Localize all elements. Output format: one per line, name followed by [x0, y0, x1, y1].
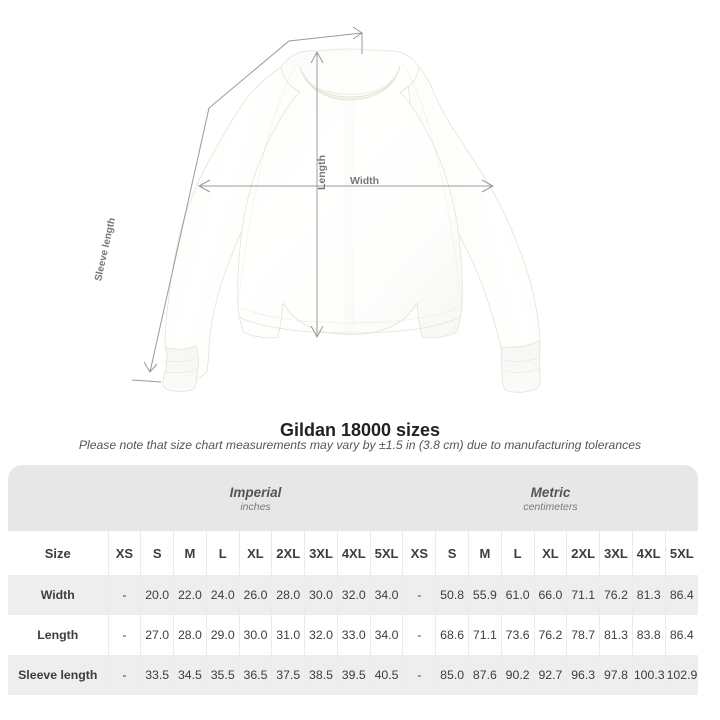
svg-text:Length: Length [316, 155, 328, 190]
svg-text:Sleeve length: Sleeve length [93, 217, 118, 282]
svg-text:Width: Width [350, 175, 379, 187]
